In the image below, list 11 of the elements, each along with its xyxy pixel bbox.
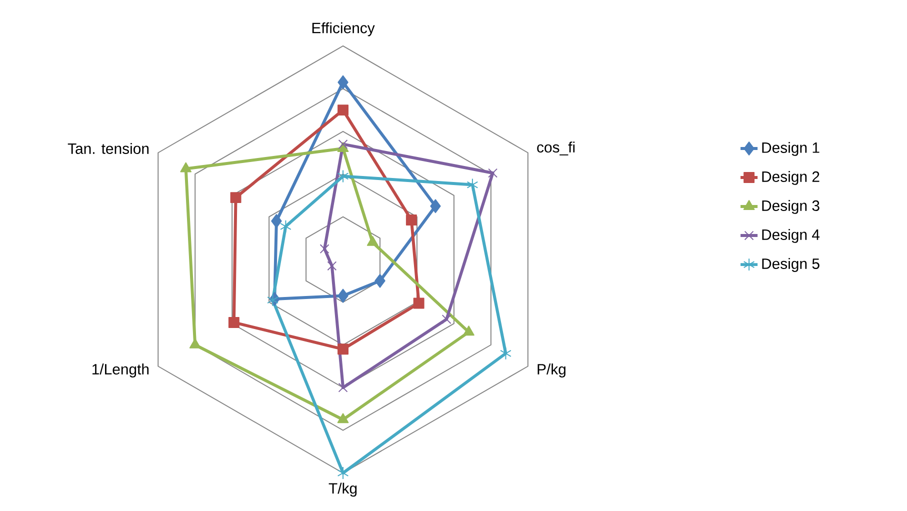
legend-label: Design 5 [762,258,820,272]
legend-label: Design 1 [762,142,820,156]
spoke-label: Efficiency [312,22,375,36]
spoke-label: Tan. tension [68,142,149,154]
spoke-label: P/kg [538,364,566,378]
spoke-label: 1/Length [92,364,149,378]
legend-label: Design 4 [762,229,820,243]
spoke-label: T/kg [328,482,357,497]
legend-label: Design 2 [762,170,820,185]
spoke-label: cos_fi [537,142,575,156]
legend-label: Design 3 [762,200,820,214]
